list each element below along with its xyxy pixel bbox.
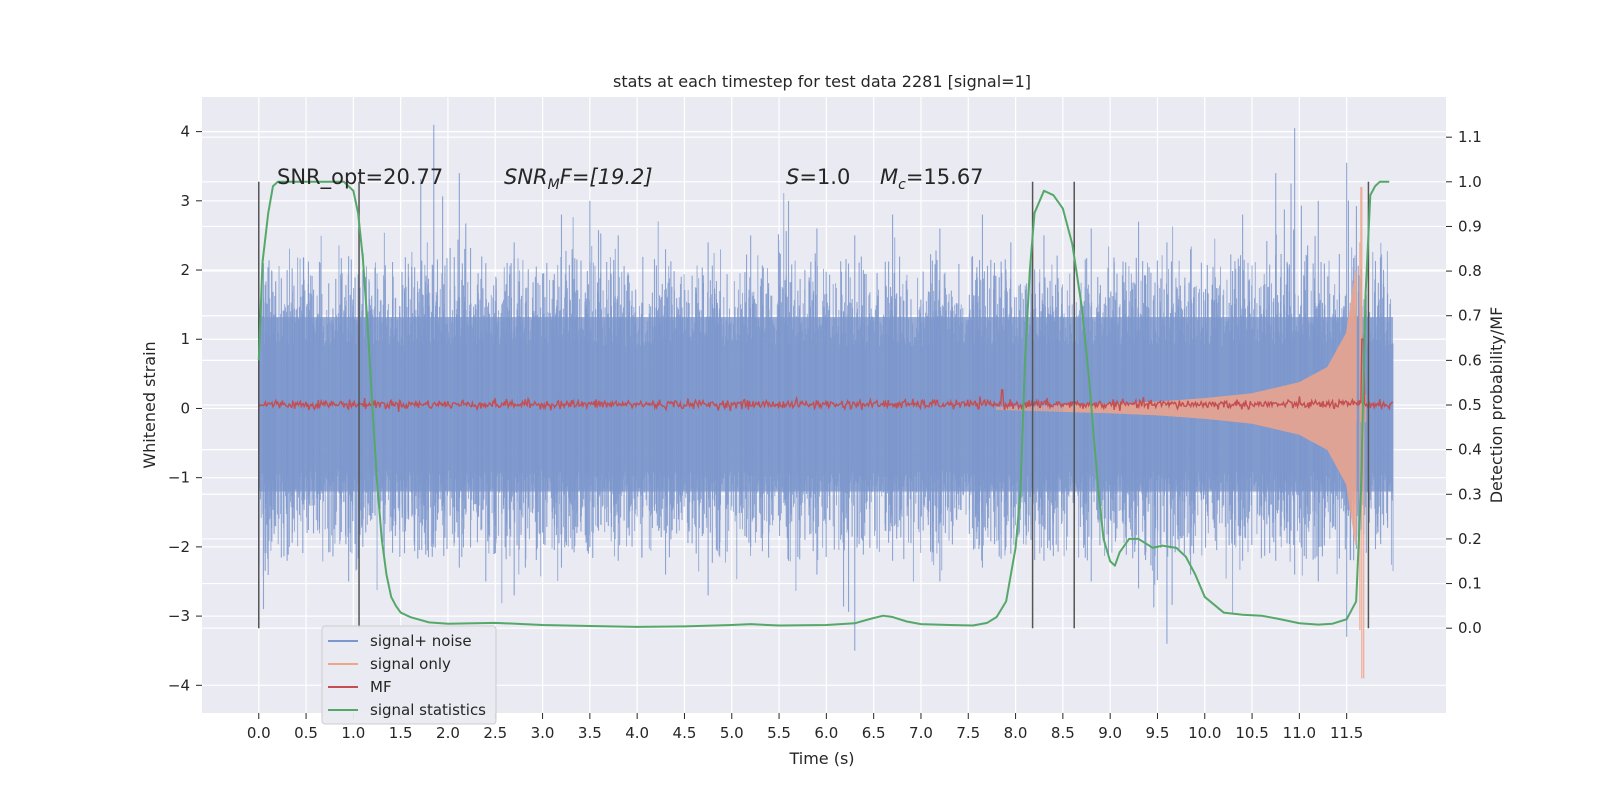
x-tick-label: 5.0 [720, 724, 744, 742]
y-right-tick-label: 0.4 [1458, 441, 1482, 459]
y-right-tick-label: 0.2 [1458, 530, 1482, 548]
x-tick-label: 2.0 [436, 724, 460, 742]
annotation-mc: Mc=15.67 [880, 165, 984, 193]
x-tick-label: 7.0 [909, 724, 933, 742]
x-tick-label: 11.0 [1283, 724, 1316, 742]
series-signal-statistics [257, 180, 1390, 628]
legend-label: signal+ noise [370, 632, 472, 650]
y-right-tick-label: 0.1 [1458, 575, 1482, 593]
series-mf [258, 338, 1394, 412]
y-right-tick-label: 0.5 [1458, 396, 1482, 414]
annotation-s: S=1.0 [786, 165, 850, 189]
x-tick-label: 3.5 [578, 724, 602, 742]
y-left-tick-label: 4 [180, 123, 190, 141]
axes: 0.0 0.5 1.0 1.5 2.0 2.5 3.0 3.5 4.0 4.5 5.0 5.5 6.0 6… [168, 123, 1482, 742]
legend-label: signal statistics [370, 701, 486, 719]
y-right-tick-label: 0.7 [1458, 307, 1482, 325]
y-left-tick-label: −4 [168, 676, 190, 694]
x-tick-label: 3.0 [531, 724, 555, 742]
x-tick-label: 8.5 [1051, 724, 1075, 742]
y-left-tick-label: −1 [168, 469, 190, 487]
x-tick-label: 11.5 [1330, 724, 1363, 742]
legend-label: signal only [370, 655, 451, 673]
x-tick-label: 10.0 [1188, 724, 1221, 742]
y-right-tick-label: 1.1 [1458, 128, 1482, 146]
legend-label: MF [370, 678, 392, 696]
x-tick-label: 1.5 [389, 724, 413, 742]
y-left-tick-label: 0 [180, 399, 190, 417]
x-tick-label: 10.5 [1235, 724, 1268, 742]
x-tick-label: 0.5 [294, 724, 318, 742]
legend: signal+ noise signal only MF signal statist… [321, 625, 497, 725]
x-tick-label: 7.5 [956, 724, 980, 742]
chirp-trace [996, 186, 1367, 679]
chart-title: stats at each timestep for test data 228… [613, 72, 1031, 91]
y-left-tick-label: −3 [168, 607, 190, 625]
annotation-snr-opt: SNR_opt=20.77 [277, 165, 443, 190]
y-left-tick-label: −2 [168, 538, 190, 556]
y-left-tick-label: 1 [180, 330, 190, 348]
y-right-tick-label: 1.0 [1458, 173, 1482, 191]
y-right-tick-label: 0.3 [1458, 485, 1482, 503]
mf-trace [258, 338, 1394, 412]
x-tick-label: 1.0 [341, 724, 365, 742]
x-tick-label: 4.5 [673, 724, 697, 742]
x-tick-label: 4.0 [625, 724, 649, 742]
x-tick-label: 6.0 [814, 724, 838, 742]
y-left-tick-label: 2 [180, 261, 190, 279]
x-tick-label: 9.5 [1146, 724, 1170, 742]
series-signal-only [996, 186, 1367, 679]
x-tick-label: 0.0 [247, 724, 271, 742]
x-tick-label: 5.5 [767, 724, 791, 742]
y-axis-right-label: Detection probability/MF [1487, 307, 1506, 504]
y-right-tick-label: 0.9 [1458, 217, 1482, 235]
x-tick-label: 6.5 [862, 724, 886, 742]
x-tick-label: 2.5 [483, 724, 507, 742]
y-right-tick-label: 0.8 [1458, 262, 1482, 280]
annotation-snr-mf: SNRMF=[19.2] [504, 165, 653, 193]
x-axis-label: Time (s) [788, 749, 854, 768]
y-axis-left-label: Whitened strain [140, 341, 159, 468]
x-tick-label: 8.0 [1004, 724, 1028, 742]
legend-box [321, 625, 497, 725]
x-tick-label: 9.0 [1098, 724, 1122, 742]
y-right-tick-label: 0.6 [1458, 351, 1482, 369]
y-left-tick-label: 3 [180, 192, 190, 210]
y-right-tick-label: 0.0 [1458, 619, 1482, 637]
signal-statistics-trace [257, 180, 1390, 628]
